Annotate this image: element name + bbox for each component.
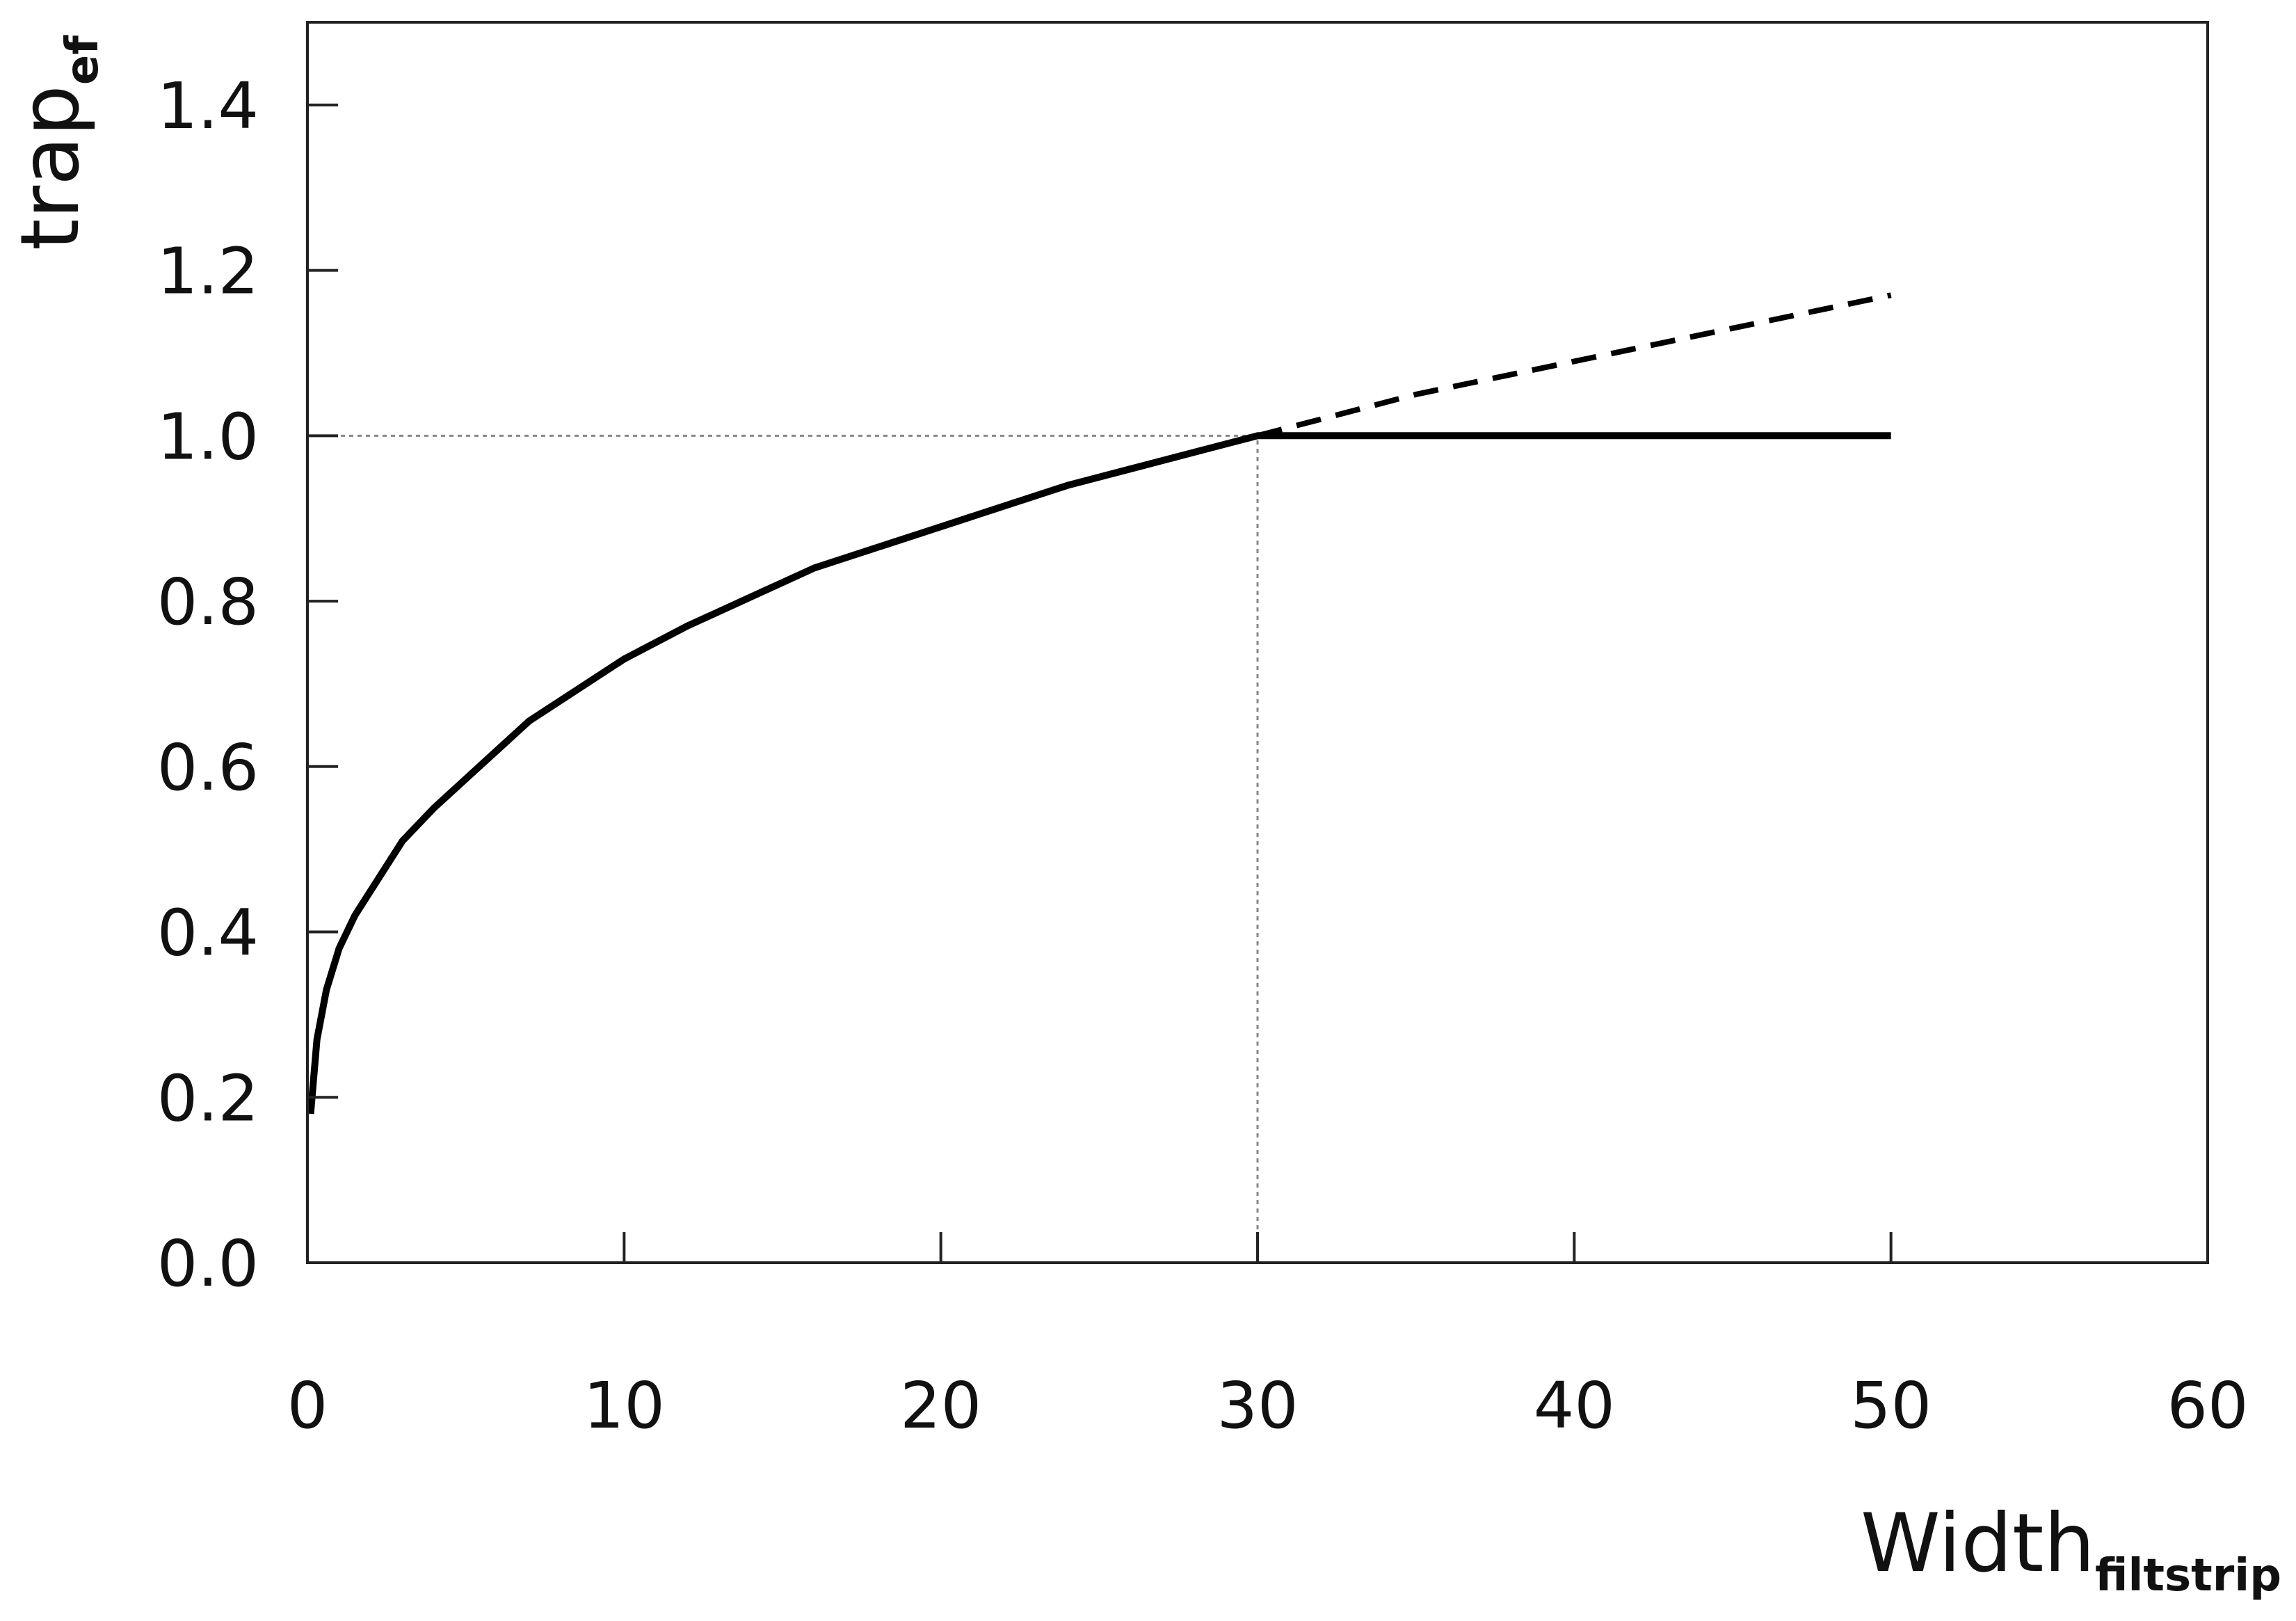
y-axis-title: trapef: [3, 35, 109, 250]
x-axis-title: Widthfiltstrip: [1861, 1496, 2281, 1602]
y-tick-label: 0.4: [157, 896, 259, 971]
y-tick-label: 1.4: [157, 69, 259, 143]
x-axis: 0 10 20 30 40 50 60: [287, 1232, 2249, 1443]
y-axis-title-main: trap: [3, 85, 97, 250]
series-line-solid: [307, 432, 1891, 1115]
x-tick-label: 30: [1217, 1368, 1298, 1443]
y-tick-label: 0.2: [157, 1061, 259, 1135]
x-tick-label: 0: [287, 1368, 328, 1443]
y-tick-label: 1.0: [157, 399, 259, 474]
x-tick-label: 40: [1534, 1368, 1615, 1443]
x-tick-label: 60: [2167, 1368, 2248, 1443]
x-tick-label: 10: [584, 1368, 665, 1443]
series-layer: [307, 292, 1892, 1115]
y-tick-label: 0.6: [157, 730, 259, 805]
x-tick-label: 50: [1850, 1368, 1932, 1443]
y-tick-label: 0.8: [157, 565, 259, 639]
y-tick-label: 0.0: [157, 1227, 259, 1301]
y-axis: 0.0 0.2 0.4 0.6 0.8 1.0 1.2 1.4: [157, 69, 338, 1301]
x-tick-label: 20: [900, 1368, 981, 1443]
x-axis-title-main: Width: [1861, 1496, 2095, 1590]
series-line-dashed: [1256, 292, 1892, 439]
x-axis-title-subscript: filtstrip: [2095, 1550, 2281, 1602]
y-tick-label: 1.2: [157, 234, 259, 309]
y-axis-title-subscript: ef: [57, 35, 109, 85]
